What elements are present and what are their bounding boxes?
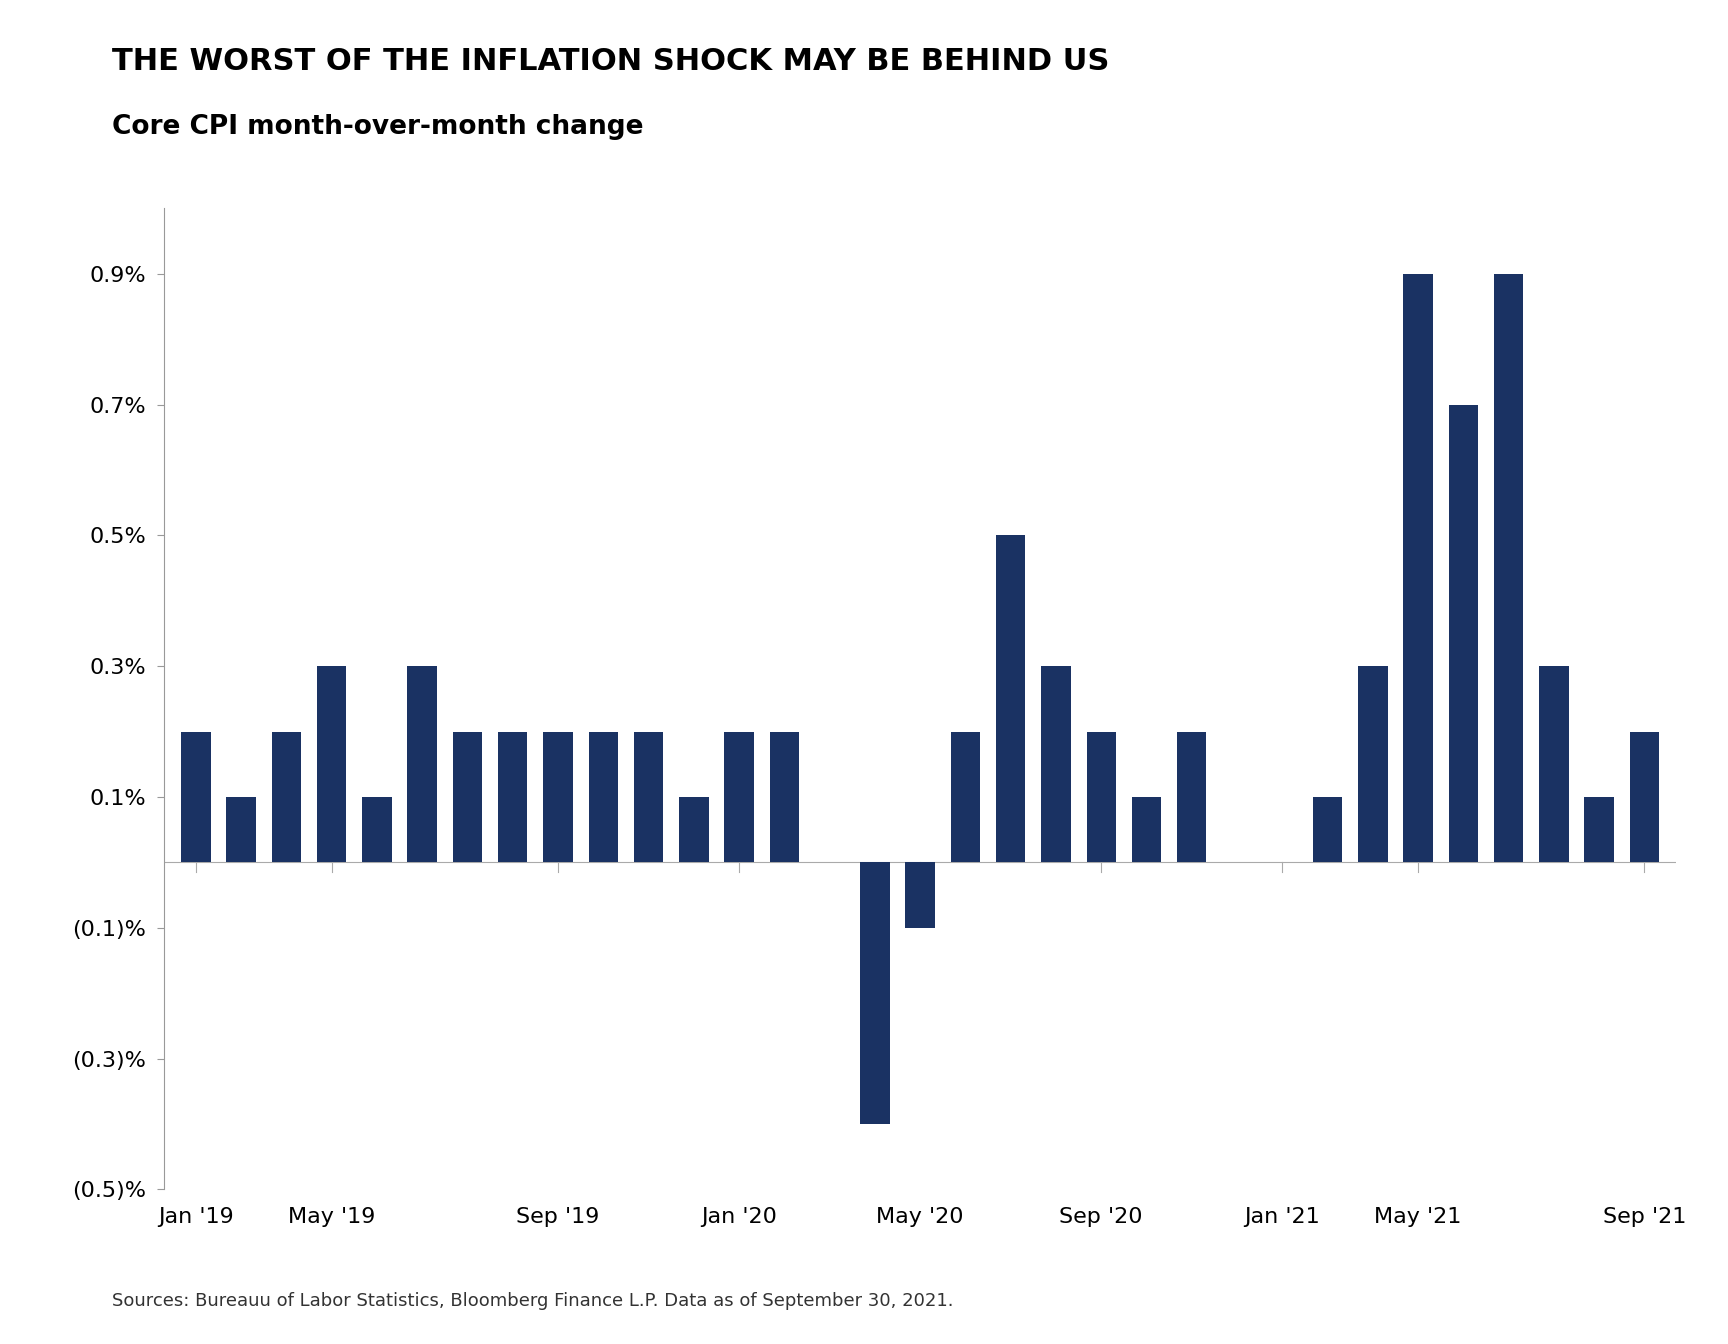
Bar	[589, 731, 619, 863]
Bar	[271, 731, 301, 863]
Text: Sources: Bureauu of Labor Statistics, Bloomberg Finance L.P. Data as of Septembe: Sources: Bureauu of Labor Statistics, Bl…	[112, 1293, 954, 1310]
Bar	[769, 731, 798, 863]
Bar	[1132, 797, 1161, 863]
Bar	[453, 731, 482, 863]
Bar	[316, 667, 346, 863]
Bar	[1087, 731, 1116, 863]
Bar	[1313, 797, 1343, 863]
Bar	[1042, 667, 1071, 863]
Bar	[1177, 731, 1206, 863]
Bar	[408, 667, 437, 863]
Bar	[634, 731, 664, 863]
Bar	[1630, 731, 1659, 863]
Bar	[1540, 667, 1569, 863]
Bar	[905, 863, 935, 927]
Bar	[1403, 274, 1433, 863]
Bar	[1448, 405, 1477, 863]
Text: Core CPI month-over-month change: Core CPI month-over-month change	[112, 114, 645, 140]
Bar	[181, 731, 211, 863]
Bar	[1585, 797, 1614, 863]
Bar	[950, 731, 980, 863]
Bar	[543, 731, 572, 863]
Bar	[498, 731, 527, 863]
Bar	[724, 731, 753, 863]
Bar	[1358, 667, 1388, 863]
Text: THE WORST OF THE INFLATION SHOCK MAY BE BEHIND US: THE WORST OF THE INFLATION SHOCK MAY BE …	[112, 47, 1109, 77]
Bar	[995, 535, 1025, 863]
Bar	[363, 797, 392, 863]
Bar	[679, 797, 708, 863]
Bar	[1495, 274, 1524, 863]
Bar	[861, 863, 890, 1124]
Bar	[226, 797, 256, 863]
